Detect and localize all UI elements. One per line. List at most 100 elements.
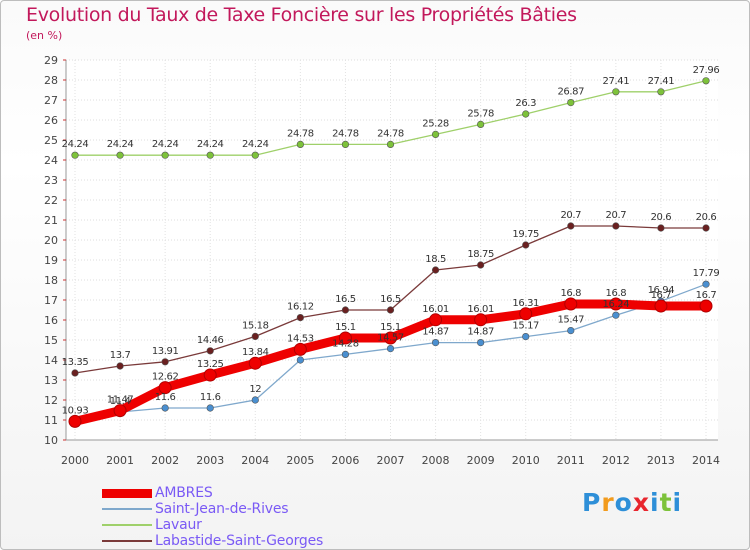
x-tick-label: 2014: [692, 454, 720, 467]
data-point: [341, 306, 350, 314]
data-label: 16.8: [606, 288, 627, 299]
data-label: 24.24: [107, 139, 134, 150]
data-point: [477, 339, 485, 347]
data-label: 10.93: [62, 405, 89, 416]
x-tick-label: 2013: [647, 454, 675, 467]
plot-area: [66, 60, 718, 440]
data-label: 15.18: [242, 320, 269, 331]
logo-letter: i: [672, 488, 683, 517]
data-label: 11.4: [110, 396, 131, 407]
y-tick-label: 11: [44, 414, 58, 427]
data-label: 24.24: [62, 139, 89, 150]
data-point: [612, 311, 620, 319]
data-point: [206, 404, 214, 412]
y-tick-label: 22: [44, 194, 58, 207]
data-point: [702, 224, 710, 232]
data-point: [657, 88, 665, 96]
data-point: [248, 356, 262, 370]
data-point: [71, 151, 79, 159]
data-label: 15.1: [380, 322, 401, 333]
data-point: [386, 140, 395, 148]
data-label: 13.7: [110, 350, 131, 361]
data-point: [251, 396, 259, 404]
data-label: 13.25: [197, 359, 224, 370]
data-label: 15.1: [335, 322, 356, 333]
data-label: 16.5: [335, 294, 356, 305]
data-point: [161, 358, 169, 366]
y-tick-label: 19: [44, 254, 58, 267]
data-point: [612, 222, 620, 230]
data-label: 16.7: [696, 290, 717, 301]
data-point: [702, 280, 710, 288]
x-tick-label: 2009: [467, 454, 495, 467]
data-point: [251, 151, 259, 159]
data-label: 16.8: [560, 288, 581, 299]
data-label: 24.24: [242, 139, 269, 150]
data-label: 14.53: [287, 333, 314, 344]
data-point: [341, 140, 350, 148]
legend-swatch-labastide-saint-georges: [102, 540, 152, 542]
data-point: [293, 342, 307, 356]
x-tick-label: 2010: [512, 454, 540, 467]
y-tick-label: 29: [44, 54, 58, 67]
logo-letter: t: [659, 488, 673, 517]
data-label: 13.35: [62, 357, 89, 368]
x-tick-label: 2012: [602, 454, 630, 467]
data-label: 27.41: [648, 76, 675, 87]
data-label: 16.12: [287, 302, 314, 313]
chart-title: Evolution du Taux de Taxe Foncière sur l…: [26, 4, 577, 26]
data-point: [699, 299, 713, 313]
data-label: 18.75: [467, 249, 494, 260]
data-point: [203, 368, 217, 382]
data-label: 14.87: [467, 327, 494, 338]
data-label: 16.31: [512, 298, 539, 309]
data-label: 20.6: [651, 212, 672, 223]
data-point: [71, 369, 79, 377]
data-point: [251, 332, 259, 341]
x-tick-label: 2008: [422, 454, 450, 467]
data-label: 27.41: [603, 76, 630, 87]
data-point: [161, 404, 169, 412]
y-tick-label: 28: [44, 74, 58, 87]
logo-letter: r: [601, 488, 615, 517]
data-point: [567, 327, 575, 335]
legend-label-lavaur: Lavaur: [155, 517, 202, 533]
proxiti-logo: Proxiti: [582, 488, 682, 517]
legend-label-saint-jean-de-rives: Saint-Jean-de-Rives: [155, 501, 289, 517]
data-label: 16.01: [422, 304, 449, 315]
data-label: 19.75: [512, 229, 539, 240]
data-point: [431, 339, 440, 347]
y-tick-label: 17: [44, 294, 58, 307]
data-label: 13.84: [242, 347, 269, 358]
x-tick-label: 2007: [377, 454, 405, 467]
data-point: [341, 350, 350, 359]
logo-letter: o: [614, 488, 633, 517]
data-point: [206, 151, 214, 159]
data-point: [429, 313, 443, 327]
data-label: 25.28: [422, 118, 449, 129]
data-point: [522, 333, 530, 341]
data-point: [522, 241, 530, 249]
data-label: 16.7: [651, 290, 672, 301]
data-point: [657, 224, 665, 232]
data-point: [206, 347, 214, 355]
data-label: 26.87: [557, 87, 584, 98]
data-label: 25.78: [467, 108, 494, 119]
x-tick-label: 2003: [196, 454, 224, 467]
chart-legend: AMBRES Saint-Jean-de-Rives Lavaur Labast…: [102, 485, 323, 549]
data-point: [338, 331, 352, 345]
data-label: 16.94: [648, 285, 675, 296]
data-point: [612, 88, 620, 96]
data-point: [386, 345, 395, 353]
legend-swatch-lavaur: [102, 524, 152, 526]
data-point: [477, 261, 485, 269]
data-label: 17.79: [693, 268, 720, 279]
y-tick-label: 14: [44, 354, 58, 367]
data-label: 16.01: [467, 304, 494, 315]
data-point: [519, 307, 533, 321]
chart-subtitle: (en %): [26, 29, 63, 42]
data-point: [654, 299, 668, 313]
data-point: [567, 98, 575, 107]
y-tick-label: 10: [44, 434, 58, 447]
legend-swatch-ambres: [102, 488, 152, 498]
